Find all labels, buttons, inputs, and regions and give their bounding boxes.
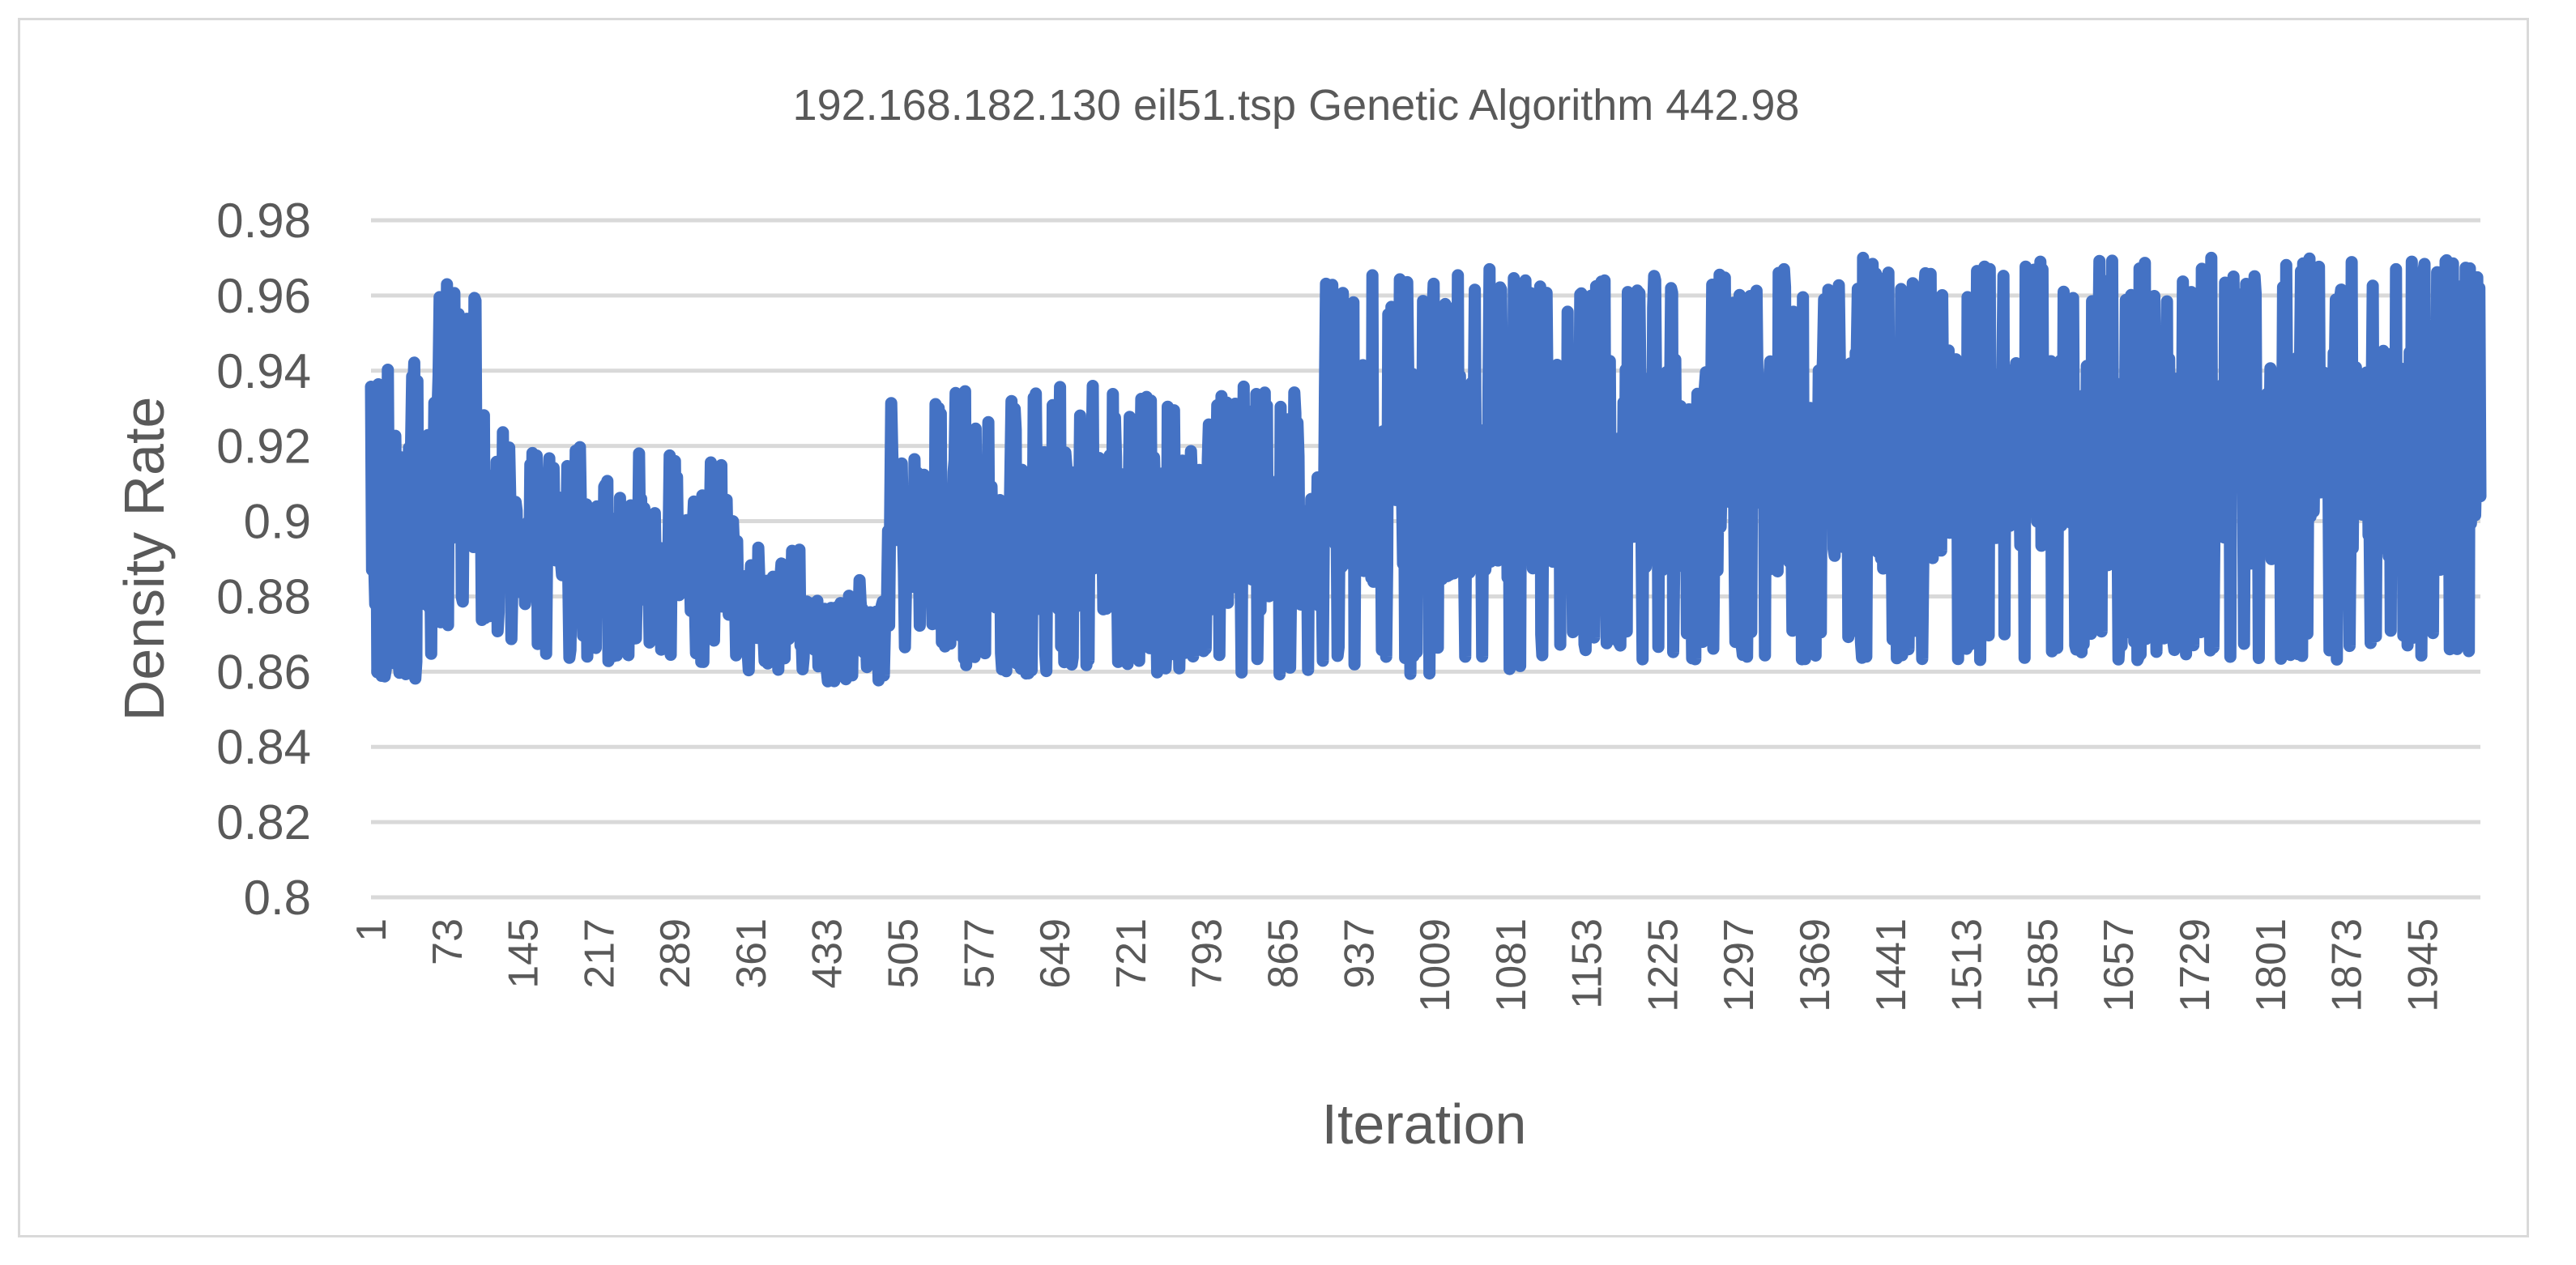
x-tick-label: 1513 [1944, 918, 1991, 1012]
y-tick-label: 0.84 [216, 720, 311, 774]
x-tick-label: 361 [728, 918, 775, 989]
x-tick-label: 1441 [1868, 918, 1915, 1012]
x-tick-label: 577 [956, 918, 1003, 989]
series-line-density-rate [365, 251, 2487, 688]
chart-title: 192.168.182.130 eil51.tsp Genetic Algori… [793, 81, 1800, 130]
y-tick-label: 0.8 [244, 871, 311, 925]
x-tick-label: 1801 [2248, 918, 2295, 1012]
y-axis-label: Density Rate [113, 397, 176, 722]
x-tick-label: 649 [1032, 918, 1079, 989]
series-layer [365, 251, 2487, 688]
x-tick-label: 1081 [1488, 918, 1535, 1012]
x-tick-label: 1297 [1716, 918, 1763, 1012]
x-tick-label: 505 [881, 918, 928, 989]
x-axis-ticks: 1 73 145 217 289 361 433 505 577 649 721 793 865 937 1… [348, 918, 2446, 1012]
y-tick-label: 0.96 [216, 269, 311, 323]
x-tick-label: 1729 [2172, 918, 2219, 1012]
x-tick-label: 145 [501, 918, 548, 989]
x-tick-label: 1 [348, 918, 395, 942]
x-tick-label: 1225 [1640, 918, 1687, 1012]
x-tick-label: 937 [1336, 918, 1383, 989]
x-tick-label: 1153 [1564, 918, 1611, 1009]
y-tick-label: 0.92 [216, 420, 311, 474]
x-tick-label: 73 [424, 918, 471, 965]
x-tick-label: 433 [804, 918, 851, 989]
x-tick-label: 721 [1108, 918, 1155, 989]
y-axis-ticks: 0.98 0.96 0.94 0.92 0.9 0.88 0.86 0.84 0.82 0.8 [216, 194, 311, 925]
x-tick-label: 1873 [2324, 918, 2371, 1012]
x-tick-label: 1945 [2399, 918, 2446, 1012]
x-tick-label: 1009 [1412, 918, 1459, 1012]
y-tick-label: 0.98 [216, 194, 311, 248]
x-tick-label: 865 [1260, 918, 1307, 989]
y-tick-label: 0.9 [244, 495, 311, 549]
x-tick-label: 793 [1184, 918, 1231, 989]
x-tick-label: 289 [652, 918, 699, 989]
x-tick-label: 1585 [2019, 918, 2066, 1012]
y-tick-label: 0.88 [216, 569, 311, 624]
x-tick-label: 1657 [2096, 918, 2143, 1012]
x-tick-label: 217 [576, 918, 623, 989]
y-tick-label: 0.82 [216, 795, 311, 850]
x-axis-label: Iteration [1322, 1092, 1527, 1156]
x-tick-label: 1369 [1792, 918, 1839, 1012]
y-tick-label: 0.86 [216, 645, 311, 699]
y-tick-label: 0.94 [216, 344, 311, 398]
